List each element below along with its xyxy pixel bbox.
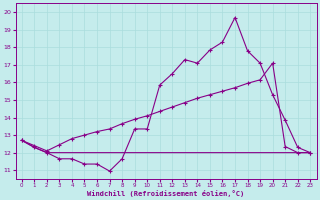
X-axis label: Windchill (Refroidissement éolien,°C): Windchill (Refroidissement éolien,°C) [87, 190, 245, 197]
